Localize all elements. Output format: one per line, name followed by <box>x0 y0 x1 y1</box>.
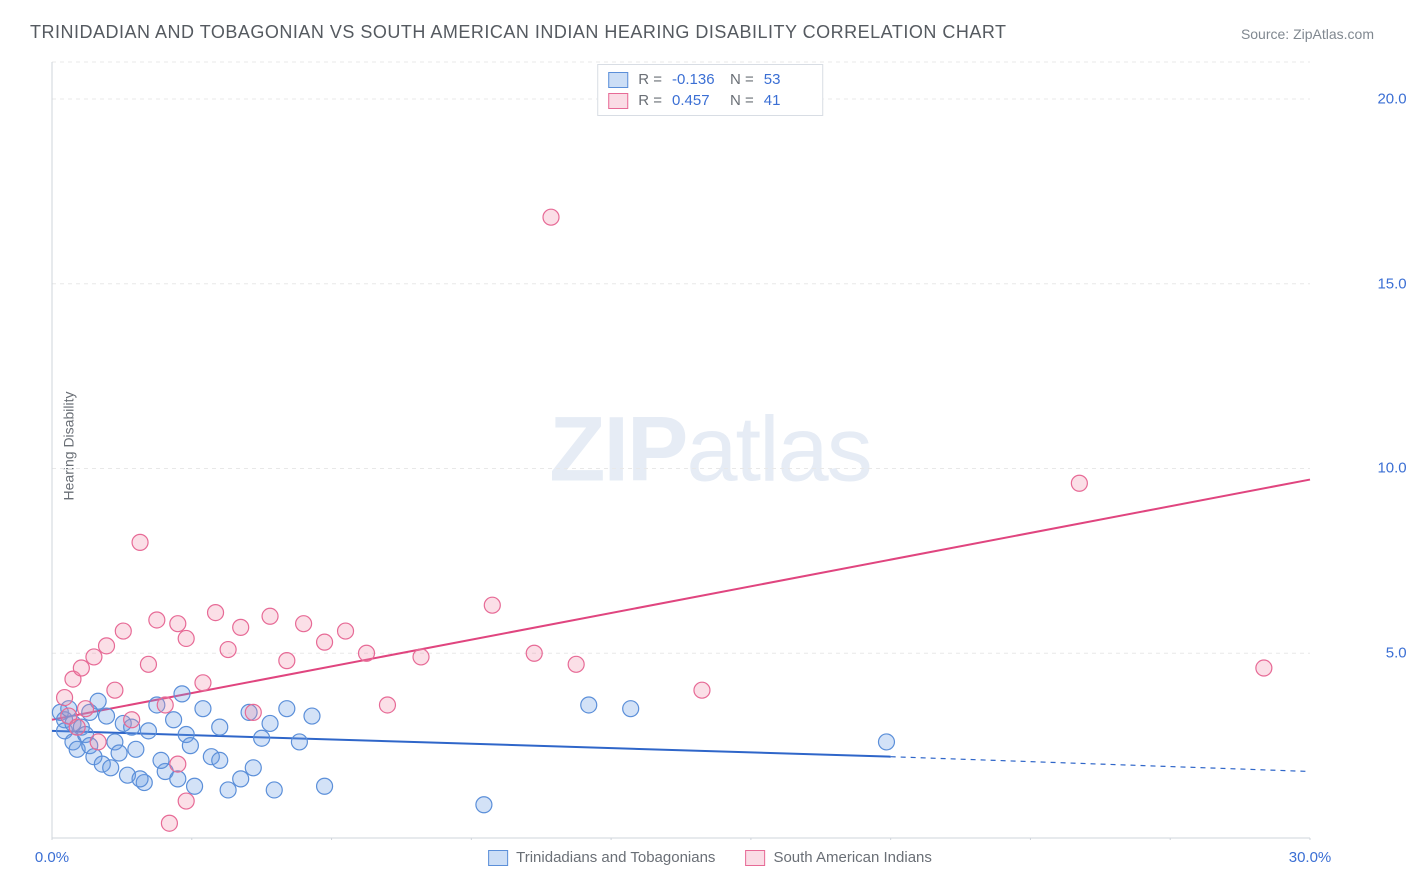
legend-item-2: South American Indians <box>745 849 931 866</box>
correlation-legend: R = -0.136 N = 53 R = 0.457 N = 41 <box>597 64 823 116</box>
legend-label-2: South American Indians <box>773 849 931 866</box>
y-tick-label: 20.0% <box>1377 90 1406 107</box>
swatch-pink <box>608 93 628 109</box>
y-tick-label: 5.0% <box>1386 645 1406 662</box>
x-tick-label: 0.0% <box>35 849 69 866</box>
swatch-blue <box>488 850 508 866</box>
r-label: R = <box>638 92 662 109</box>
n-label: N = <box>730 92 754 109</box>
y-tick-label: 10.0% <box>1377 460 1406 477</box>
legend-label-1: Trinidadians and Tobagonians <box>516 849 715 866</box>
r-value-1: -0.136 <box>672 71 720 88</box>
legend-row-2: R = 0.457 N = 41 <box>608 90 812 111</box>
swatch-pink <box>745 850 765 866</box>
series-legend: Trinidadians and Tobagonians South Ameri… <box>488 849 932 866</box>
n-value-2: 41 <box>764 92 812 109</box>
chart-title: TRINIDADIAN AND TOBAGONIAN VS SOUTH AMER… <box>30 22 1007 43</box>
r-value-2: 0.457 <box>672 92 720 109</box>
scatter-plot <box>50 60 1370 840</box>
chart-area: ZIPatlas R = -0.136 N = 53 R = 0.457 N =… <box>50 60 1370 840</box>
swatch-blue <box>608 72 628 88</box>
r-label: R = <box>638 71 662 88</box>
y-tick-label: 15.0% <box>1377 275 1406 292</box>
legend-item-1: Trinidadians and Tobagonians <box>488 849 715 866</box>
legend-row-1: R = -0.136 N = 53 <box>608 69 812 90</box>
source-label: Source: ZipAtlas.com <box>1241 26 1374 42</box>
n-label: N = <box>730 71 754 88</box>
n-value-1: 53 <box>764 71 812 88</box>
x-tick-label: 30.0% <box>1289 849 1332 866</box>
